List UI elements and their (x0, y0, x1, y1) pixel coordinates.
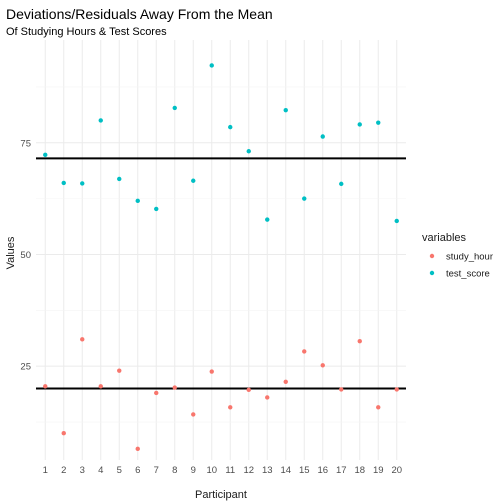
x-axis-ticks: 1 2 3 4 5 6 7 8 9 10 11 12 13 14 15 16 17 18 19 20 (43, 465, 402, 476)
test_score-point (357, 122, 362, 127)
test_score-point (246, 149, 251, 154)
y-axis-ticks: 25 50 75 (20, 138, 31, 372)
study_hour-point (61, 430, 66, 436)
x-tick-label: 6 (135, 465, 140, 476)
test_score-point (135, 198, 140, 204)
test_score-point (283, 107, 288, 113)
study_hour-point (135, 446, 140, 452)
study_hour-point (191, 412, 196, 417)
y-tick-label: 50 (20, 250, 31, 261)
study_hour-point (265, 395, 270, 400)
x-tick-label: 19 (373, 465, 384, 476)
x-tick-label: 15 (299, 465, 310, 476)
x-tick-label: 4 (98, 465, 103, 476)
y-tick-label: 25 (20, 362, 31, 373)
study_hour-point (98, 384, 103, 389)
test_score-point (339, 181, 344, 187)
chart-subtitle: Of Studying Hours & Test Scores (6, 26, 167, 38)
x-tick-label: 17 (336, 465, 347, 476)
x-tick-label: 16 (317, 465, 328, 476)
test_score-point (61, 180, 66, 186)
test_score-point (394, 218, 399, 224)
study_hour-point (283, 379, 288, 385)
x-tick-label: 1 (43, 465, 48, 476)
study_hour-point (172, 385, 177, 390)
x-tick-label: 5 (117, 465, 122, 476)
study_hour-point (246, 387, 251, 393)
study_hour-point (117, 368, 122, 373)
y-axis-title: Values (5, 236, 17, 269)
x-tick-label: 9 (191, 465, 196, 476)
legend-label-study_hour: study_hour (446, 252, 493, 263)
x-tick-label: 2 (61, 465, 66, 476)
x-axis-title: Participant (195, 489, 247, 501)
test_score-point (265, 217, 270, 222)
study_hour-point (376, 405, 381, 410)
study_hour-point (302, 349, 307, 354)
legend: variables study_hour test_score (422, 232, 493, 280)
x-tick-label: 8 (172, 465, 177, 476)
mean-lines (36, 157, 406, 390)
x-tick-label: 12 (243, 465, 254, 476)
study_hour-point (357, 338, 362, 344)
test_score-point (98, 118, 103, 123)
data-points (43, 63, 399, 452)
study_hour-point (43, 384, 48, 389)
x-tick-label: 3 (80, 465, 85, 476)
legend-key-study_hour (429, 253, 435, 259)
test_score-point (80, 181, 85, 186)
test_score-point (228, 124, 233, 130)
study_hour-point (154, 390, 159, 396)
study_hour-point (339, 387, 344, 392)
test_score-point (172, 105, 177, 111)
test_score-point (376, 120, 381, 125)
study_hour-point (228, 405, 233, 410)
test_score-point (209, 63, 214, 68)
x-tick-label: 20 (391, 465, 402, 476)
legend-title: variables (422, 232, 467, 244)
test_score-point (117, 176, 122, 182)
study_hour-point (320, 363, 325, 368)
x-tick-label: 18 (354, 465, 365, 476)
study_hour-point (394, 387, 399, 392)
study_hour-point (209, 369, 214, 374)
x-tick-label: 13 (262, 465, 273, 476)
test_score-point (43, 152, 48, 158)
test_score-point (302, 196, 307, 201)
test_score-point (191, 178, 196, 183)
test_score-point (320, 134, 325, 139)
y-tick-label: 75 (20, 138, 31, 149)
test_score-point (154, 206, 159, 212)
x-tick-label: 7 (154, 465, 159, 476)
x-tick-label: 10 (206, 465, 217, 476)
legend-label-test_score: test_score (446, 269, 490, 280)
chart-title: Deviations/Residuals Away From the Mean (6, 6, 273, 22)
legend-key-test_score (429, 270, 435, 276)
x-tick-label: 14 (280, 465, 291, 476)
study_hour-point (80, 337, 85, 342)
x-tick-label: 11 (225, 465, 235, 476)
grid (36, 40, 406, 460)
